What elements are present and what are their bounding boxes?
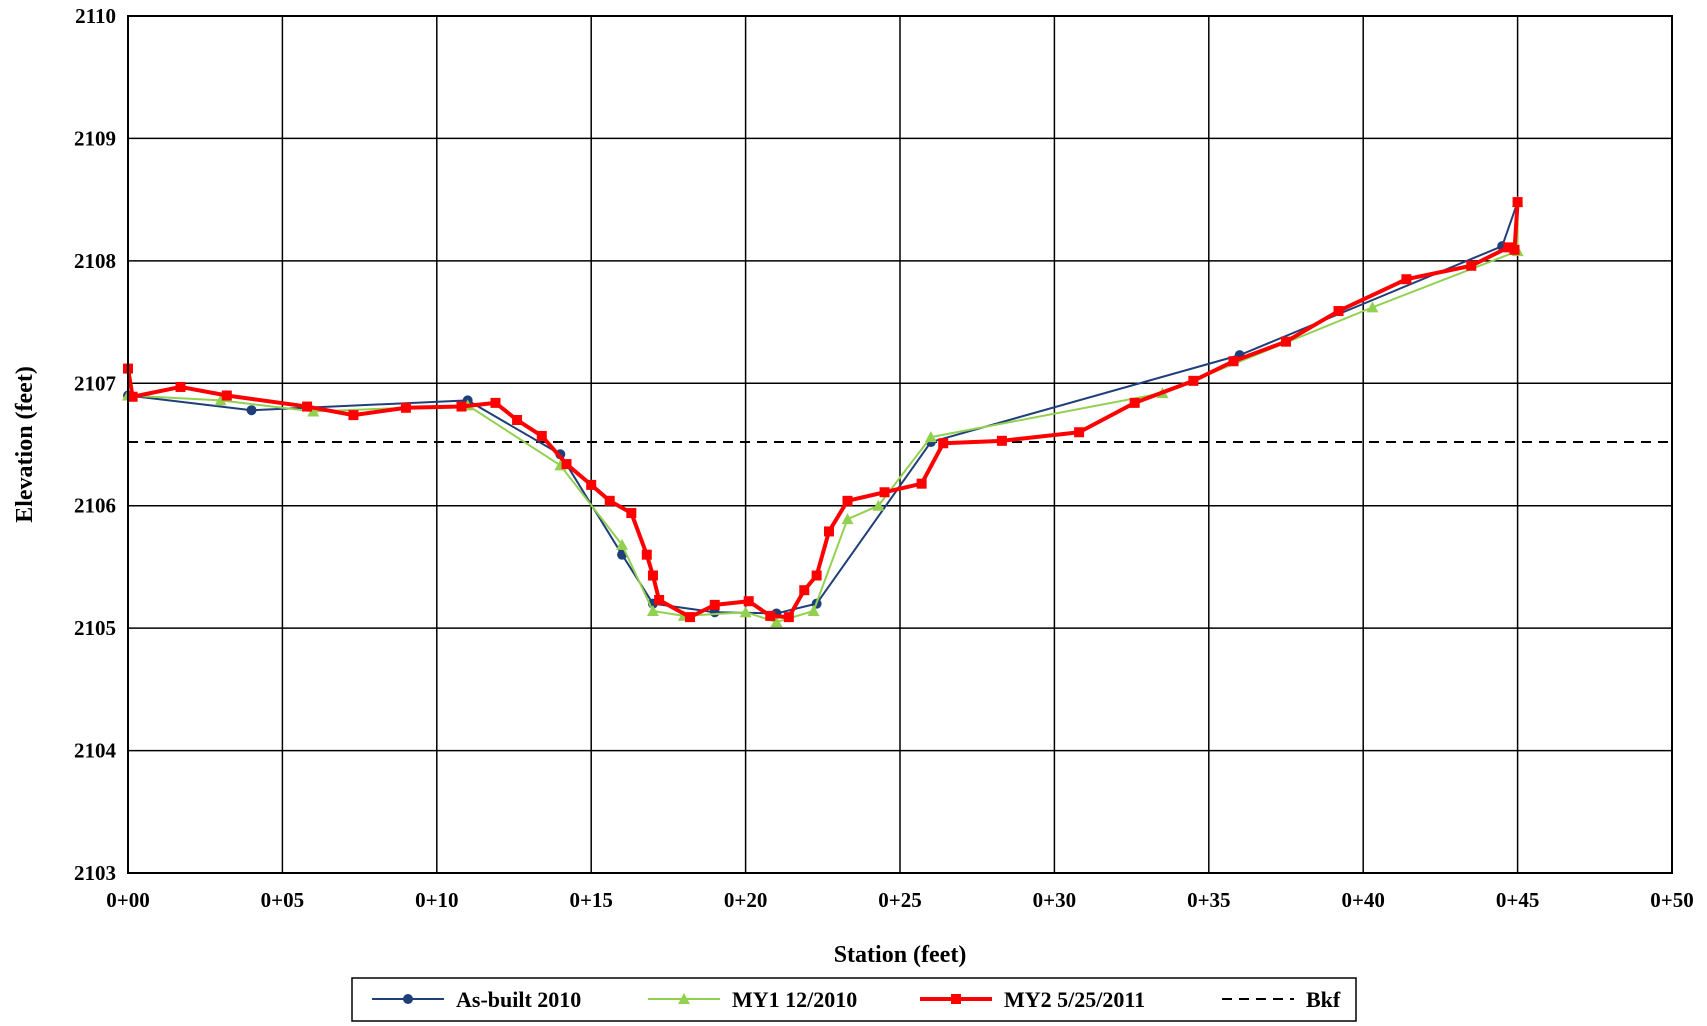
legend-entry: MY1 12/2010 bbox=[648, 987, 857, 1012]
legend-label: Bkf bbox=[1306, 987, 1341, 1012]
y-tick-label: 2105 bbox=[74, 616, 116, 640]
x-tick-label: 0+15 bbox=[569, 888, 612, 912]
data-point bbox=[348, 410, 359, 421]
data-point bbox=[616, 538, 629, 550]
data-point bbox=[765, 610, 776, 621]
y-tick-label: 2109 bbox=[74, 126, 116, 150]
legend: As-built 2010 MY1 12/2010 MY2 5/25/2011 Bkf bbox=[351, 977, 1357, 1022]
data-point bbox=[1503, 242, 1514, 253]
data-point bbox=[1509, 244, 1520, 255]
series-layer bbox=[122, 196, 1672, 628]
data-point bbox=[127, 391, 138, 402]
data-point bbox=[1228, 356, 1239, 367]
data-point bbox=[214, 394, 227, 406]
data-point bbox=[841, 513, 854, 525]
data-point bbox=[221, 390, 232, 401]
data-point bbox=[1333, 306, 1344, 317]
x-tick-label: 0+50 bbox=[1650, 888, 1693, 912]
y-tick-label: 2108 bbox=[74, 249, 116, 273]
y-tick-label: 2103 bbox=[74, 861, 116, 885]
legend-marker bbox=[951, 994, 961, 1004]
data-point bbox=[647, 570, 658, 581]
x-axis-title: Station (feet) bbox=[834, 942, 967, 968]
x-tick-label: 0+05 bbox=[261, 888, 304, 912]
data-point bbox=[1401, 274, 1412, 285]
data-point bbox=[770, 616, 783, 628]
legend-label: As-built 2010 bbox=[456, 987, 581, 1012]
y-axis-title: Elevation (feet) bbox=[12, 366, 38, 523]
data-point bbox=[807, 605, 820, 617]
data-point bbox=[646, 605, 659, 617]
data-point bbox=[512, 415, 523, 426]
data-point bbox=[783, 612, 794, 623]
data-point bbox=[823, 526, 834, 537]
x-tick-label: 0+45 bbox=[1496, 888, 1539, 912]
data-point bbox=[709, 599, 720, 610]
data-point bbox=[1188, 375, 1199, 386]
series-my2-5-25-2011 bbox=[123, 197, 1523, 623]
data-point bbox=[586, 479, 597, 490]
x-tick-label: 0+35 bbox=[1187, 888, 1230, 912]
x-tick-label: 0+25 bbox=[878, 888, 921, 912]
data-point bbox=[307, 405, 320, 417]
data-point bbox=[490, 397, 501, 408]
y-tick-label: 2104 bbox=[74, 739, 117, 763]
x-tick-label: 0+20 bbox=[724, 888, 767, 912]
legend-entry: As-built 2010 bbox=[372, 987, 581, 1012]
data-point bbox=[739, 606, 752, 618]
y-tick-label: 2106 bbox=[74, 494, 116, 518]
data-point bbox=[302, 401, 313, 412]
data-point bbox=[1466, 260, 1477, 271]
data-point bbox=[246, 405, 257, 416]
y-tick-label: 2110 bbox=[75, 4, 116, 28]
data-point bbox=[685, 612, 696, 623]
legend-entry: MY2 5/25/2011 bbox=[920, 987, 1145, 1012]
tick-labels: 0+00 0+05 0+10 0+15 0+20 0+25 0+30 0+35 0+40 0+45… bbox=[74, 4, 1694, 912]
legend-label: MY1 12/2010 bbox=[732, 987, 857, 1012]
legend-marker bbox=[403, 994, 413, 1004]
data-point bbox=[1281, 336, 1291, 347]
x-tick-label: 0+10 bbox=[415, 888, 458, 912]
data-point bbox=[1129, 397, 1140, 408]
data-point bbox=[924, 431, 937, 443]
legend-box bbox=[351, 977, 1357, 1022]
data-point bbox=[996, 435, 1007, 446]
data-point bbox=[879, 487, 890, 498]
data-point bbox=[561, 459, 572, 470]
plot-frame bbox=[127, 15, 1673, 874]
data-point bbox=[743, 596, 754, 607]
y-tick-label: 2107 bbox=[74, 371, 116, 395]
data-point bbox=[1366, 301, 1379, 313]
legend-marker bbox=[678, 993, 690, 1004]
series-line bbox=[126, 201, 1520, 620]
data-point bbox=[536, 430, 547, 441]
x-tick-label: 0+30 bbox=[1033, 888, 1076, 912]
legend-entry: Bkf bbox=[1222, 987, 1341, 1012]
data-point bbox=[872, 499, 885, 511]
x-tick-label: 0+40 bbox=[1341, 888, 1384, 912]
data-point bbox=[626, 508, 637, 519]
data-point bbox=[604, 495, 615, 506]
data-point bbox=[1512, 197, 1523, 208]
data-point bbox=[1074, 427, 1085, 438]
legend-label: MY2 5/25/2011 bbox=[1004, 987, 1145, 1012]
data-point bbox=[456, 401, 467, 412]
data-point bbox=[400, 402, 411, 413]
data-point bbox=[842, 495, 853, 506]
data-point bbox=[916, 478, 927, 489]
data-point bbox=[641, 549, 652, 560]
data-point bbox=[811, 570, 822, 581]
data-point bbox=[799, 585, 810, 596]
x-tick-label: 0+00 bbox=[106, 888, 149, 912]
data-point bbox=[175, 381, 186, 392]
data-point bbox=[654, 594, 665, 605]
data-point bbox=[938, 438, 949, 449]
